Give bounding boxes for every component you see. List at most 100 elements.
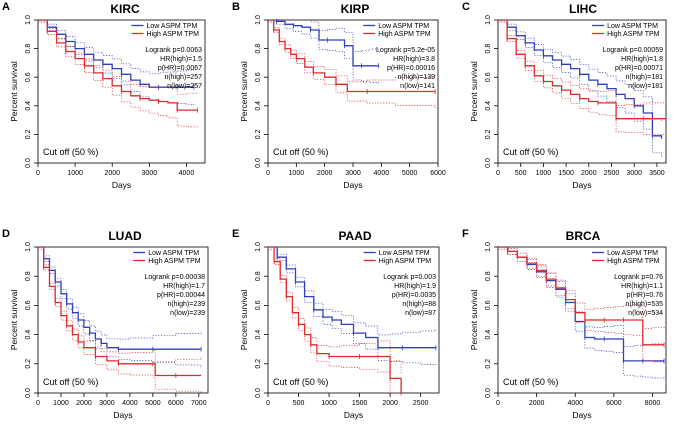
x-tick-label: 6000 [168, 400, 184, 407]
y-axis-label: Percent survival [239, 290, 249, 351]
stat-line: n(high)=181 [625, 74, 663, 81]
x-tick-label: 1500 [558, 170, 574, 177]
x-tick-label: 0 [36, 170, 40, 177]
ci-lower-high [38, 248, 202, 393]
panel-letter: E [232, 228, 239, 240]
x-tick-label: 4000 [374, 170, 390, 177]
y-tick-label: 0.8 [485, 271, 492, 281]
ci-upper-low [268, 247, 437, 336]
legend-label: High ASPM TPM [378, 31, 431, 38]
x-tick-label: 1000 [289, 170, 305, 177]
curve-low [268, 247, 436, 349]
x-tick-label: 0 [496, 400, 500, 407]
ci-upper-low [268, 20, 379, 52]
stat-line: Logrank p=0.76 [614, 274, 663, 281]
ci-upper-high [498, 247, 665, 329]
stat-line: n(low)=534 [628, 310, 663, 317]
panel-letter: C [462, 1, 470, 13]
x-tick-label: 2000 [76, 400, 92, 407]
x-tick-label: 7000 [191, 400, 207, 407]
panel-title: LUAD [108, 229, 142, 243]
panel-luad: D LUAD 0 1000 2000 3000 4000 5000 6000 7000 0.0 0.2… [2, 228, 209, 420]
cutoff-label: Cut off (50 %) [273, 147, 328, 157]
y-tick-label: 0.2 [255, 129, 262, 139]
plot-frame [37, 19, 206, 164]
cutoff-label: Cut off (50 %) [503, 147, 558, 157]
y-tick-label: 0.6 [25, 72, 32, 82]
y-tick-label: 0.6 [25, 300, 32, 310]
y-tick-label: 1.0 [25, 15, 32, 25]
x-tick-label: 500 [515, 170, 527, 177]
y-tick-label: 0.6 [255, 72, 262, 82]
x-tick-label: 0 [266, 170, 270, 177]
cutoff-label: Cut off (50 %) [43, 377, 98, 387]
y-tick-label: 0.4 [485, 101, 492, 111]
stat-line: Logrank p=0.00059 [602, 47, 663, 54]
x-tick-label: 6000 [606, 400, 622, 407]
panel-title: KIRP [341, 2, 370, 16]
legend-label: Low ASPM TPM [378, 23, 429, 30]
ci-upper-high [268, 20, 436, 83]
y-axis-label: Percent survival [469, 61, 479, 122]
panel-title: BRCA [566, 229, 601, 243]
x-tick-label: 4000 [179, 170, 195, 177]
y-tick-label: 0.4 [25, 101, 32, 111]
y-tick-label: 0.8 [255, 271, 262, 281]
legend-label: Low ASPM TPM [607, 23, 658, 30]
legend-label: Low ASPM TPM [147, 23, 198, 30]
stat-line: n(low)=141 [400, 83, 435, 90]
stat-line: n(high)=139 [397, 74, 435, 81]
stat-line: n(low)=87 [405, 310, 436, 317]
x-tick-label: 8000 [645, 400, 661, 407]
stat-line: p(HR)=0.00016 [387, 65, 435, 72]
stat-line: n(low)=257 [167, 83, 202, 90]
stat-line: Logrank p=0.003 [383, 274, 436, 281]
y-tick-label: 1.0 [485, 242, 492, 252]
stat-line: HR(high)=1.8 [621, 56, 663, 63]
x-axis-label: Days [113, 410, 132, 420]
x-tick-label: 2500 [413, 400, 429, 407]
y-tick-label: 0.4 [255, 330, 262, 340]
x-tick-label: 2500 [604, 170, 620, 177]
plot-frame [497, 19, 667, 164]
stat-line: HR(high)=1.5 [160, 56, 202, 63]
y-tick-label: 0.0 [25, 158, 32, 168]
x-tick-label: 1000 [321, 400, 337, 407]
curve-low [268, 20, 379, 67]
panel-letter: D [2, 228, 10, 240]
y-tick-label: 0.4 [255, 101, 262, 111]
stat-line: Logrank p=5.2e-05 [376, 47, 435, 54]
plot-frame [267, 246, 440, 394]
x-tick-label: 2000 [529, 400, 545, 407]
ci-lower-high [268, 248, 402, 393]
plot-frame [37, 246, 209, 394]
ci-lower-low [38, 248, 202, 368]
ci-lower-low [268, 21, 379, 84]
y-axis-label: Percent survival [469, 290, 479, 351]
x-axis-label: Days [343, 180, 362, 190]
y-tick-label: 0.4 [25, 330, 32, 340]
panel-lihc: C LIHC 0 500 1000 1500 2000 2500 3000 3500 0.0 0.2 0… [462, 1, 667, 190]
x-tick-label: 5000 [145, 400, 161, 407]
panel-letter: F [462, 228, 469, 240]
stat-line: p(HR)=0.00071 [615, 65, 663, 72]
y-tick-label: 0.6 [255, 300, 262, 310]
x-tick-label: 2000 [317, 170, 333, 177]
x-tick-label: 6000 [430, 170, 446, 177]
y-axis-label: Percent survival [239, 61, 249, 122]
legend-label: High ASPM TPM [147, 31, 200, 38]
x-tick-label: 0 [36, 400, 40, 407]
x-tick-label: 2000 [104, 170, 120, 177]
stat-line: HR(high)=1.7 [163, 283, 205, 290]
y-tick-label: 0.4 [485, 330, 492, 340]
y-tick-label: 0.8 [25, 44, 32, 54]
stat-line: Logrank p=0.00038 [144, 274, 205, 281]
y-tick-label: 0.0 [255, 158, 262, 168]
legend-label: High ASPM TPM [607, 31, 660, 38]
cutoff-label: Cut off (50 %) [273, 377, 328, 387]
x-tick-label: 5000 [402, 170, 418, 177]
panel-brca: F BRCA 0 2000 4000 6000 8000 0.0 0.2 0.4 0.6 0.8 1.0… [462, 228, 667, 420]
x-tick-label: 3000 [99, 400, 115, 407]
y-tick-label: 0.0 [255, 388, 262, 398]
